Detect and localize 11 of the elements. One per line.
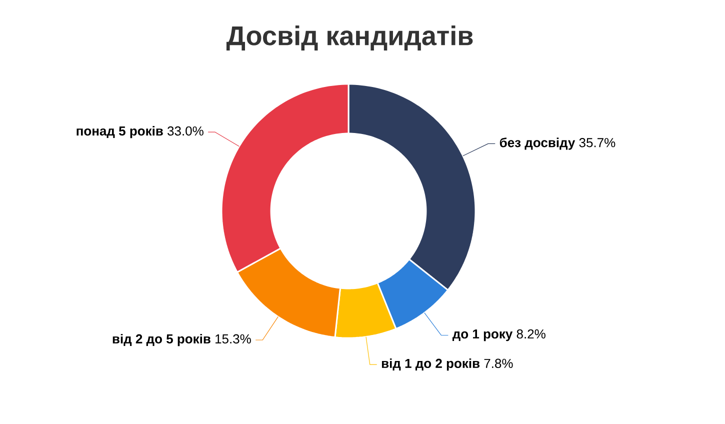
chart-title: Досвід кандидатів bbox=[226, 26, 473, 50]
data-label: 33.0% bbox=[168, 126, 204, 136]
data-label: 15.3% bbox=[216, 334, 251, 344]
data-label: 7.8% bbox=[484, 358, 513, 368]
slice-label: понад 5 років bbox=[76, 126, 163, 138]
slice-label: від 2 до 5 років bbox=[112, 334, 210, 346]
slice-label: без досвіду bbox=[500, 138, 576, 150]
data-label: 35.7% bbox=[579, 138, 616, 148]
slice-label: від 1 до 2 років bbox=[382, 358, 480, 371]
slice-label: до 1 року bbox=[452, 329, 513, 342]
data-label: 8.2% bbox=[516, 329, 546, 339]
